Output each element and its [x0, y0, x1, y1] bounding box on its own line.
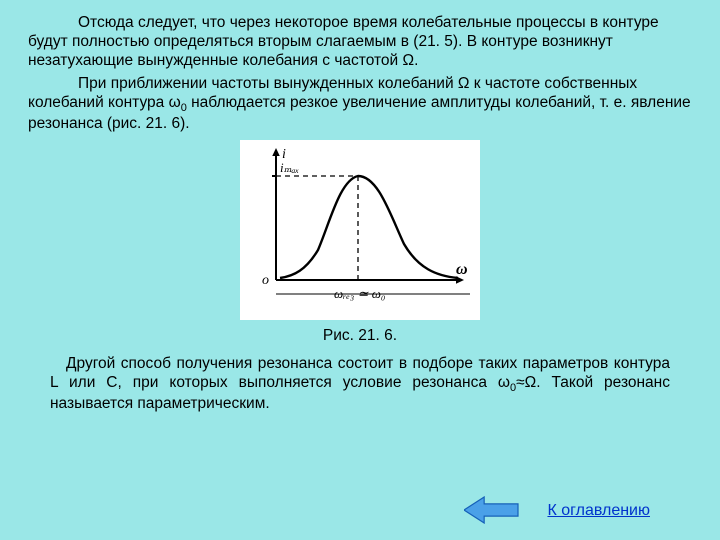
paragraph-1b: При приближении частоты вынужденных коле… [28, 75, 692, 134]
figure-caption: Рис. 21. 6. [28, 327, 692, 345]
page: Отсюда следует, что через некоторое врем… [0, 0, 720, 540]
svg-text:iₘₐₓ: iₘₐₓ [280, 160, 299, 175]
figure-wrap: oiiₘₐₓωωᵣₑ₃ ≃ ω₀ [28, 140, 692, 325]
resonance-figure: oiiₘₐₓωωᵣₑ₃ ≃ ω₀ [240, 140, 480, 320]
toc-link[interactable]: К оглавлению [547, 502, 650, 520]
nav-arrow-icon[interactable] [464, 496, 520, 524]
svg-text:ω: ω [456, 261, 468, 278]
paragraph-1a: Отсюда следует, что через некоторое врем… [28, 14, 692, 71]
paragraph-2: Другой способ получения резонанса состои… [50, 355, 670, 414]
svg-text:o: o [262, 273, 269, 288]
